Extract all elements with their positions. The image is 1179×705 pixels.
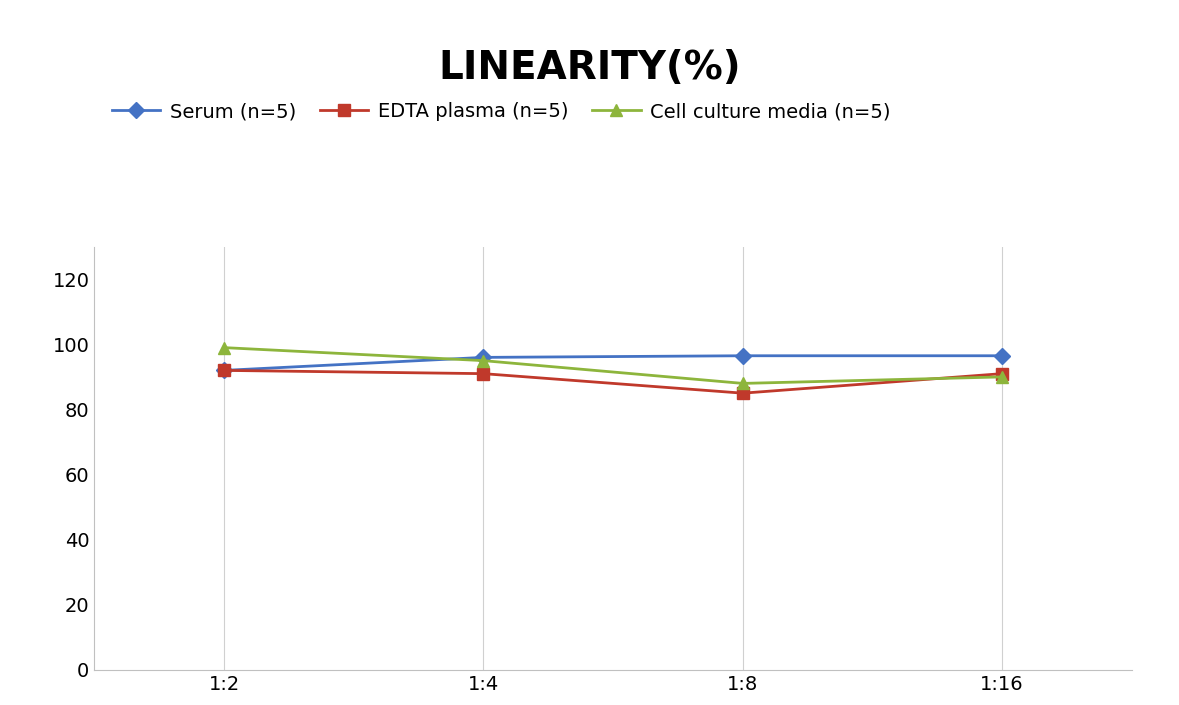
- Legend: Serum (n=5), EDTA plasma (n=5), Cell culture media (n=5): Serum (n=5), EDTA plasma (n=5), Cell cul…: [104, 94, 898, 129]
- Text: LINEARITY(%): LINEARITY(%): [439, 49, 740, 87]
